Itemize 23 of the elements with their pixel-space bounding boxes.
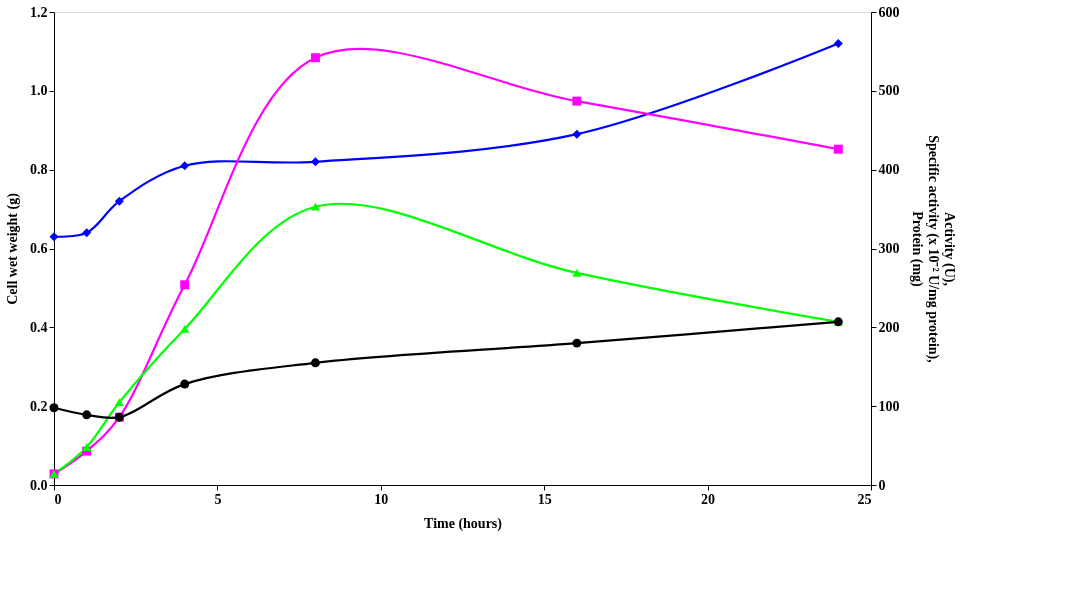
y2-axis-title: Activity (U), Specific activity (x 10⁻² U/mg protein), Protein (mg) — [908, 135, 957, 363]
x-tick-label: 5 — [214, 491, 222, 507]
y2-tick-label: 100 — [878, 398, 900, 414]
y2-tick-label: 200 — [878, 319, 900, 335]
x-tick-label: 20 — [701, 491, 716, 507]
x-axis-title: Time (hours) — [424, 515, 503, 532]
y-tick-label: 0.8 — [30, 162, 48, 178]
y-tick-label: 1.2 — [30, 4, 48, 20]
y-tick-label: 0.4 — [30, 319, 48, 335]
y-tick-label: 0.6 — [30, 241, 48, 256]
y2-tick-label: 0 — [878, 477, 886, 493]
x-tick-label: 15 — [537, 491, 552, 507]
y2-tick-label: 500 — [878, 83, 900, 99]
x-tick-label: 10 — [374, 491, 389, 507]
y-tick-label: 1.0 — [30, 83, 48, 99]
y2-tick-label: 400 — [878, 162, 900, 178]
y2-tick-label: 300 — [878, 241, 900, 256]
y2-tick-label: 600 — [878, 4, 900, 20]
y-axis-title: Cell wet weight (g) — [5, 192, 21, 305]
x-tick-label: 25 — [857, 491, 872, 507]
x-tick-label: 0 — [54, 491, 62, 507]
y-tick-label: 0.0 — [30, 477, 48, 493]
y-tick-label: 0.2 — [30, 398, 48, 414]
